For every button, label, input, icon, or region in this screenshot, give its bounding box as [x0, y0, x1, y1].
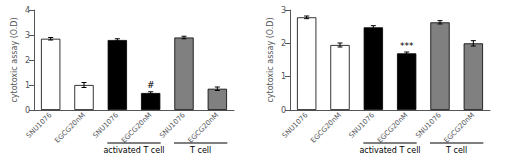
svg-text:1: 1 — [25, 81, 30, 90]
svg-text:SNU1076: SNU1076 — [91, 111, 120, 140]
svg-text:1: 1 — [281, 72, 286, 81]
svg-text:EGCG20nM: EGCG20nM — [53, 111, 87, 145]
svg-text:EGCG20nM: EGCG20nM — [309, 111, 343, 145]
svg-text:cytotoxic assay (O.D): cytotoxic assay (O.D) — [266, 17, 275, 102]
svg-text:SNU1076: SNU1076 — [414, 111, 443, 140]
svg-text:T cell: T cell — [445, 146, 467, 155]
svg-text:4: 4 — [25, 6, 30, 15]
svg-text:activated T cell: activated T cell — [103, 146, 164, 155]
svg-text:SNU1076: SNU1076 — [347, 111, 376, 140]
svg-text:EGCG20nM: EGCG20nM — [120, 111, 154, 145]
svg-text:activated T cell: activated T cell — [359, 146, 420, 155]
svg-text:SNU1076: SNU1076 — [158, 111, 187, 140]
svg-text:cytotoxic assay (O.D): cytotoxic assay (O.D) — [10, 17, 19, 102]
svg-text:2: 2 — [25, 56, 30, 65]
svg-text:SNU1076: SNU1076 — [25, 111, 54, 140]
svg-text:0: 0 — [25, 106, 30, 115]
svg-text:T cell: T cell — [189, 146, 211, 155]
svg-text:SNU1076: SNU1076 — [281, 111, 310, 140]
svg-text:EGCG20nM: EGCG20nM — [187, 111, 221, 145]
svg-text:EGCG20nM: EGCG20nM — [443, 111, 477, 145]
svg-text:0: 0 — [281, 106, 286, 115]
svg-text:2: 2 — [281, 39, 286, 48]
svg-text:#: # — [147, 80, 155, 90]
svg-text:***: *** — [400, 41, 414, 51]
svg-text:EGCG20nM: EGCG20nM — [376, 111, 410, 145]
svg-text:3: 3 — [281, 6, 286, 15]
svg-text:3: 3 — [25, 31, 30, 40]
